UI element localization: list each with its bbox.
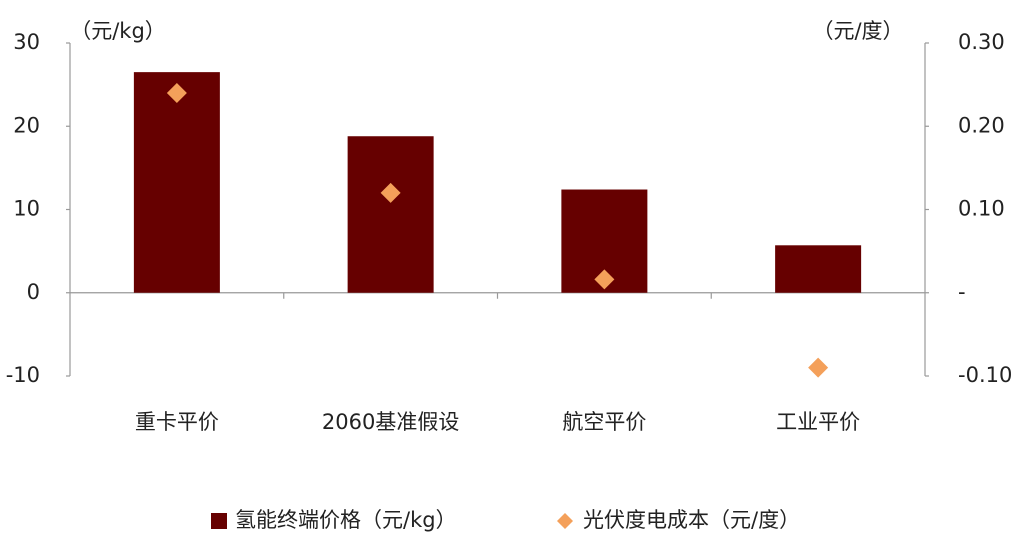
y2-tick-label: -0.10: [958, 363, 1012, 387]
y2-axis-label: （元/度）: [812, 19, 903, 43]
bar: [775, 245, 862, 293]
x-tick-label: 航空平价: [562, 410, 646, 434]
x-tick-label: 重卡平价: [135, 410, 219, 434]
y2-tick-label: -: [958, 280, 966, 304]
y-tick-label: -10: [6, 363, 40, 387]
legend-swatch: [557, 513, 573, 529]
y-tick-label: 30: [13, 30, 40, 54]
diamond-marker: [808, 357, 829, 378]
diamond-marker: [594, 269, 615, 290]
legend-label: 光伏度电成本（元/度）: [583, 508, 800, 532]
y-tick-label: 20: [13, 113, 40, 137]
y2-tick-label: 0.10: [958, 197, 1005, 221]
y2-tick-label: 0.20: [958, 113, 1005, 137]
bar: [133, 72, 220, 293]
legend-label: 氢能终端价格（元/kg）: [235, 508, 457, 532]
y-axis-label: （元/kg）: [70, 19, 166, 43]
y-tick-label: 0: [27, 280, 40, 304]
y2-tick-label: 0.30: [958, 30, 1005, 54]
diamond-marker: [380, 182, 401, 203]
diamond-marker: [166, 82, 187, 103]
x-tick-label: 2060基准假设: [322, 410, 459, 434]
x-tick-label: 工业平价: [776, 410, 860, 434]
legend-swatch: [211, 513, 227, 529]
bar: [347, 136, 434, 293]
y-tick-label: 10: [13, 197, 40, 221]
